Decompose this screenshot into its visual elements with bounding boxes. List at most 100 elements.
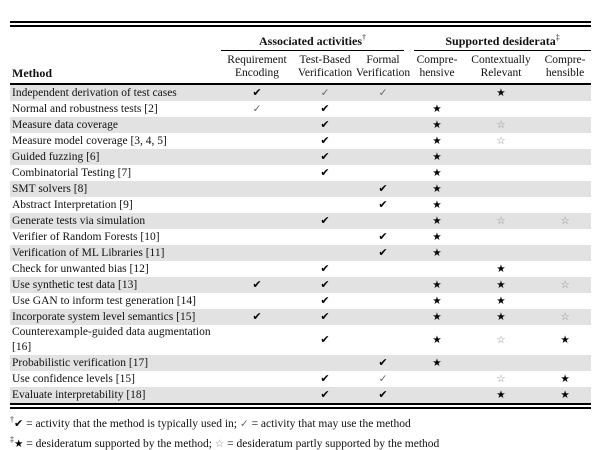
heavy-check-icon: ✔ [320, 214, 330, 227]
mark-cell: ✔ [295, 277, 355, 293]
mark-cell: ★ [539, 387, 591, 403]
mark-cell: ★ [411, 229, 463, 245]
empty-cell [355, 213, 411, 229]
mark-cell: ★ [411, 325, 463, 355]
mark-cell: ☆ [463, 213, 539, 229]
col-header-formal-verification: Formal Verification [355, 51, 412, 85]
filled-star-icon: ★ [432, 102, 442, 115]
method-cell: Combinatorial Testing [7] [12, 166, 132, 179]
heavy-check-icon: ✔ [378, 356, 388, 369]
outline-star-icon: ☆ [496, 118, 506, 131]
empty-cell [411, 261, 463, 277]
table-row: Abstract Interpretation [9] ✔ ★ [10, 197, 591, 213]
mark-cell: ★ [411, 149, 463, 165]
method-cell: Counterexample-guided data augmentation … [12, 326, 211, 353]
mark-cell: ✔ [295, 117, 355, 133]
empty-cell [463, 165, 539, 181]
heavy-check-icon: ✔ [320, 150, 330, 163]
filled-star-icon: ★ [496, 388, 506, 401]
filled-star-icon: ★ [496, 262, 506, 275]
mark-cell: ✔ [295, 325, 355, 355]
heavy-check-icon: ✔ [320, 262, 330, 275]
col-header-line: Verification [297, 67, 353, 79]
mark-cell: ✔ [295, 309, 355, 325]
method-cell: Incorporate system level semantics [15] [12, 310, 196, 323]
methods-table: Associated activities† Supported desider… [10, 27, 592, 403]
empty-cell [539, 133, 591, 149]
empty-cell [355, 101, 411, 117]
filled-star-icon: ★ [496, 86, 506, 99]
mark-cell: ✓ [355, 84, 411, 101]
empty-cell [219, 149, 295, 165]
heavy-check-icon: ✔ [378, 388, 388, 401]
mark-cell: ✔ [295, 213, 355, 229]
table-bottom-rule [10, 403, 591, 409]
group-cell-desiderata: Supported desiderata‡ [411, 27, 592, 51]
table-row: Probabilistic verification [17] ✔ ★ [10, 355, 592, 371]
mark-cell: ✔ [355, 355, 411, 371]
light-check-icon: ✓ [239, 417, 249, 430]
heavy-check-icon: ✔ [252, 86, 262, 99]
mark-cell: ✓ [355, 371, 411, 387]
footnote-activities: †✔ = activity that the method is typical… [10, 412, 591, 432]
table-row: Use GAN to inform test generation [14] ✔ ★… [10, 293, 591, 309]
filled-star-icon: ★ [432, 150, 442, 163]
mark-cell: ★ [463, 293, 539, 309]
empty-cell [295, 229, 355, 245]
table-row: Verification of ML Libraries [11] ✔ ★ [10, 245, 592, 261]
empty-cell [295, 245, 355, 261]
mark-cell: ★ [411, 309, 463, 325]
table-row: Use synthetic test data [13] ✔ ✔ ★ ★ ☆ [10, 277, 592, 293]
method-cell: Use synthetic test data [13] [12, 278, 138, 291]
mark-cell: ☆ [463, 325, 539, 355]
heavy-check-icon: ✔ [378, 246, 388, 259]
dagger-symbol: † [10, 415, 14, 424]
mark-cell: ✔ [295, 371, 355, 387]
table-footnotes: †✔ = activity that the method is typical… [10, 412, 591, 450]
method-cell: Generate tests via simulation [12, 214, 146, 227]
filled-star-icon: ★ [432, 294, 442, 307]
empty-cell [539, 229, 591, 245]
filled-star-icon: ★ [432, 214, 442, 227]
method-cell: Check for unwanted bias [12] [12, 262, 149, 275]
mark-cell: ✔ [219, 84, 295, 101]
empty-cell [219, 213, 295, 229]
group-label: Associated activities [259, 34, 362, 48]
filled-star-icon: ★ [496, 278, 506, 291]
col-header-line: hensive [419, 67, 455, 79]
empty-cell [539, 101, 591, 117]
empty-cell [463, 229, 539, 245]
filled-star-icon: ★ [432, 246, 442, 259]
mark-cell: ★ [463, 309, 539, 325]
empty-cell [219, 387, 295, 403]
empty-cell [355, 133, 411, 149]
empty-cell [355, 261, 411, 277]
empty-cell [539, 355, 591, 371]
mark-cell: ☆ [463, 133, 539, 149]
table-row: Normal and robustness tests [2] ✓ ✔ ★ [10, 101, 591, 117]
mark-cell: ☆ [539, 277, 591, 293]
empty-cell [355, 309, 411, 325]
empty-cell [355, 149, 411, 165]
mark-cell: ★ [411, 355, 463, 371]
mark-cell: ★ [411, 165, 463, 181]
corner-cell [10, 27, 219, 51]
col-header-line: hensible [545, 67, 585, 79]
heavy-check-icon: ✔ [252, 278, 262, 291]
heavy-check-icon: ✔ [252, 310, 262, 323]
outline-star-icon: ☆ [496, 214, 506, 227]
empty-cell [539, 181, 591, 197]
empty-cell [463, 101, 539, 117]
method-cell: Normal and robustness tests [2] [12, 102, 158, 115]
heavy-check-icon: ✔ [320, 102, 330, 115]
empty-cell [295, 197, 355, 213]
mark-cell: ✔ [355, 245, 411, 261]
heavy-check-icon: ✔ [320, 333, 330, 346]
heavy-check-icon: ✔ [320, 278, 330, 291]
table-row: Measure model coverage [3, 4, 5] ✔ ★ ☆ [10, 133, 591, 149]
method-cell: Guided fuzzing [6] [12, 150, 100, 163]
mark-cell: ☆ [463, 117, 539, 133]
double-dagger-symbol: ‡ [10, 434, 14, 444]
method-cell: SMT solvers [8] [12, 182, 88, 195]
col-header-comprehensive: Compre-hensive [411, 51, 464, 85]
